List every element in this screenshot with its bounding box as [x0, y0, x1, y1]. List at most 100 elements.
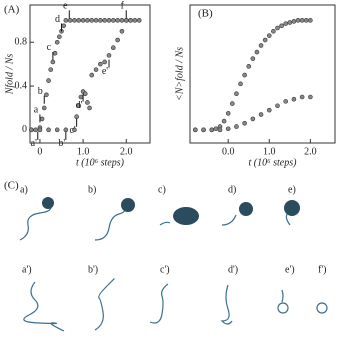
snapshot-label: b')	[88, 264, 98, 275]
y-axis-label: Nfold / Ns	[4, 54, 15, 96]
data-point	[291, 96, 297, 102]
data-point	[115, 37, 120, 43]
panel-label: (B)	[198, 8, 213, 20]
y-tick-label: 0	[22, 124, 27, 135]
snapshot-label: a')	[22, 264, 32, 275]
data-point	[209, 127, 215, 133]
data-point	[98, 61, 103, 67]
polymer	[239, 202, 253, 216]
snapshot-label: a)	[20, 184, 28, 195]
data-point	[46, 127, 51, 133]
data-point	[102, 59, 107, 65]
data-point	[106, 53, 112, 58]
data-point	[271, 28, 276, 34]
data-point	[221, 118, 227, 124]
annotation: b'	[58, 138, 65, 149]
plot-frame	[29, 4, 151, 144]
annotation: a	[34, 105, 39, 116]
data-point	[201, 127, 206, 133]
data-point	[230, 101, 235, 106]
polymer	[94, 278, 115, 331]
data-point	[41, 105, 47, 111]
annotation: a'	[31, 138, 37, 149]
data-point	[291, 19, 297, 24]
snapshot-label: e')	[285, 264, 295, 275]
data-point	[54, 127, 60, 133]
polymer	[94, 205, 126, 241]
data-point	[242, 72, 247, 78]
data-point	[225, 111, 231, 116]
annotation: c	[47, 42, 52, 53]
data-point	[275, 103, 280, 109]
data-point	[254, 49, 260, 55]
data-point	[250, 56, 256, 61]
plot-frame	[189, 4, 336, 144]
data-point	[63, 127, 69, 133]
data-point	[275, 25, 280, 31]
data-point	[85, 100, 90, 105]
y-tick-label: 0.8	[15, 37, 28, 48]
data-point	[308, 18, 313, 23]
polymer	[284, 200, 300, 216]
snapshot-label: f')	[318, 264, 326, 275]
polymer	[277, 302, 289, 314]
panel-label: (C)	[4, 180, 19, 192]
data-point	[295, 18, 301, 23]
data-point	[72, 18, 77, 23]
data-point	[238, 81, 243, 87]
data-point	[52, 50, 58, 56]
data-point	[102, 18, 107, 23]
y-axis-label: <N>fold / Ns	[174, 47, 185, 101]
snapshot-label: b)	[88, 184, 96, 195]
data-point	[128, 18, 133, 23]
data-point	[217, 127, 223, 133]
y-tick-label: 0.4	[15, 80, 28, 91]
polymer	[42, 197, 54, 209]
data-point	[213, 126, 219, 132]
data-point	[54, 39, 60, 45]
data-point	[287, 20, 293, 25]
annotation: e'	[102, 66, 108, 77]
data-point	[115, 18, 120, 23]
x-tick-label: 1.0	[263, 146, 276, 157]
polymer	[23, 281, 65, 332]
data-point	[72, 127, 77, 133]
annotation: f	[121, 1, 125, 12]
data-point	[299, 18, 305, 23]
data-point	[132, 18, 138, 23]
polymer	[316, 302, 328, 314]
data-point	[193, 127, 198, 133]
data-point	[136, 18, 142, 23]
annotation: b	[38, 86, 43, 97]
data-point	[303, 18, 309, 23]
polymer	[121, 198, 135, 212]
panel-label: (A)	[4, 4, 20, 16]
data-point	[246, 64, 252, 69]
data-point	[225, 126, 231, 132]
data-point	[76, 103, 82, 109]
data-point	[106, 18, 112, 23]
data-point	[242, 120, 247, 126]
annotation: c'	[69, 125, 75, 136]
snapshot-label: c)	[158, 184, 166, 195]
polymer	[149, 283, 169, 324]
polymer	[173, 207, 199, 225]
data-point	[119, 18, 125, 23]
data-point	[46, 78, 51, 83]
data-point	[85, 18, 90, 23]
snapshot-label: e)	[288, 184, 296, 195]
data-point	[63, 18, 69, 23]
data-point	[80, 18, 86, 23]
snapshot-label: d')	[228, 264, 238, 275]
data-point	[258, 112, 264, 117]
data-point	[89, 72, 95, 78]
annotation: d'	[76, 100, 83, 111]
data-point	[119, 28, 125, 34]
data-point	[33, 127, 38, 133]
polymer	[159, 221, 171, 226]
data-point	[37, 127, 43, 133]
data-point	[111, 45, 116, 51]
data-point	[74, 114, 79, 120]
x-axis-label: t (10⁶ steps)	[249, 157, 298, 168]
